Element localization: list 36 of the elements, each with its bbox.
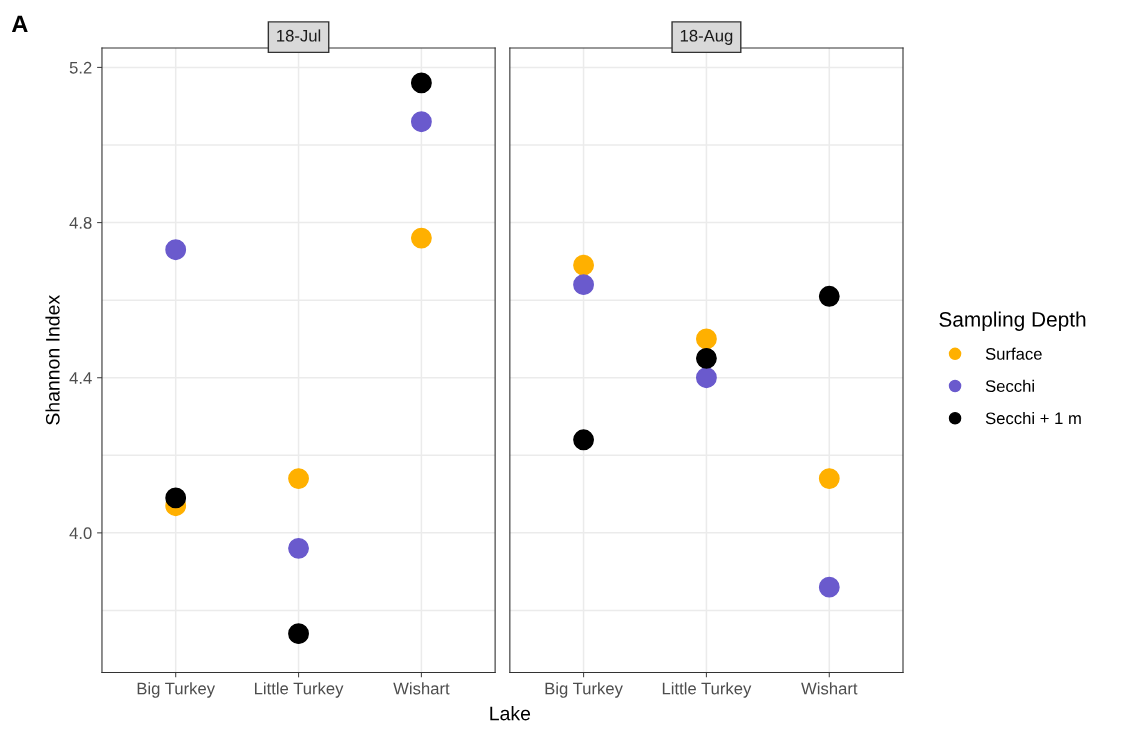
point xyxy=(410,227,432,249)
text: A xyxy=(11,15,28,33)
chart-title: 18-Aug xyxy=(680,29,733,45)
x-axis-title: Lake xyxy=(490,706,531,721)
point xyxy=(696,328,717,350)
point xyxy=(573,254,594,276)
x-tick-label: Little Turkey xyxy=(254,682,344,698)
point xyxy=(573,274,594,296)
x-tick-label: Wishart xyxy=(801,682,858,695)
legend-label: Secchi + 1 m xyxy=(985,411,1081,425)
point xyxy=(288,468,309,489)
x-tick-label: Big Turkey xyxy=(545,682,623,698)
y-tick-label: 4.0 xyxy=(69,527,92,540)
point xyxy=(410,111,432,133)
y-tick-label: 4.4 xyxy=(69,372,92,384)
x-tick-label: Wishart xyxy=(393,682,450,695)
point xyxy=(410,72,432,94)
legend-label: Secchi xyxy=(985,379,1034,393)
point xyxy=(165,487,187,509)
legend-title: Sampling Depth xyxy=(939,311,1086,331)
y-axis-title: Shannon Index xyxy=(45,295,60,425)
point xyxy=(696,347,717,369)
legend-label: Surface xyxy=(985,347,1042,360)
x-tick-label: Little Turkey xyxy=(662,682,752,698)
point xyxy=(288,623,309,645)
point xyxy=(288,537,309,559)
point xyxy=(818,285,840,307)
chart-title: 18-Jul xyxy=(277,29,321,42)
point xyxy=(573,429,594,451)
y-tick-label: 4.8 xyxy=(69,216,92,229)
point xyxy=(696,367,717,389)
point xyxy=(818,468,840,489)
point xyxy=(165,239,187,261)
point xyxy=(818,576,840,598)
x-tick-label: Big Turkey xyxy=(137,682,216,698)
y-tick-label: 5.2 xyxy=(69,61,92,74)
